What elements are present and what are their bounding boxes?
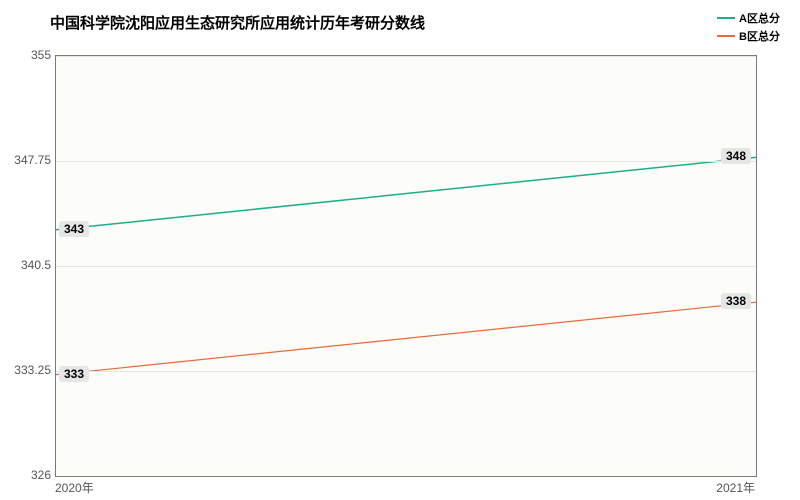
data-label: 343 xyxy=(59,221,89,237)
legend-label-b: B区总分 xyxy=(739,28,780,44)
legend-swatch-a xyxy=(717,17,735,19)
gridline xyxy=(56,371,756,372)
x-tick-label: 2020年 xyxy=(55,479,94,496)
y-tick-label: 347.75 xyxy=(3,153,51,167)
chart-container: 中国科学院沈阳应用生态研究所应用统计历年考研分数线 A区总分 B区总分 326 3… xyxy=(0,0,800,500)
data-label: 348 xyxy=(721,148,751,164)
series-line xyxy=(56,302,756,374)
x-tick-label: 2021年 xyxy=(716,479,755,496)
chart-title: 中国科学院沈阳应用生态研究所应用统计历年考研分数线 xyxy=(50,12,425,33)
legend: A区总分 B区总分 xyxy=(717,10,780,46)
legend-label-a: A区总分 xyxy=(739,10,780,26)
gridline xyxy=(56,161,756,162)
legend-item-b: B区总分 xyxy=(717,28,780,44)
plot-area xyxy=(55,55,757,477)
y-tick-label: 333.25 xyxy=(3,363,51,377)
legend-item-a: A区总分 xyxy=(717,10,780,26)
y-tick-label: 355 xyxy=(3,48,51,62)
y-tick-label: 326 xyxy=(3,468,51,482)
data-label: 333 xyxy=(59,366,89,382)
gridline xyxy=(56,266,756,267)
series-line xyxy=(56,157,756,229)
y-tick-label: 340.5 xyxy=(3,258,51,272)
gridline xyxy=(56,56,756,57)
data-label: 338 xyxy=(721,293,751,309)
legend-swatch-b xyxy=(717,35,735,37)
